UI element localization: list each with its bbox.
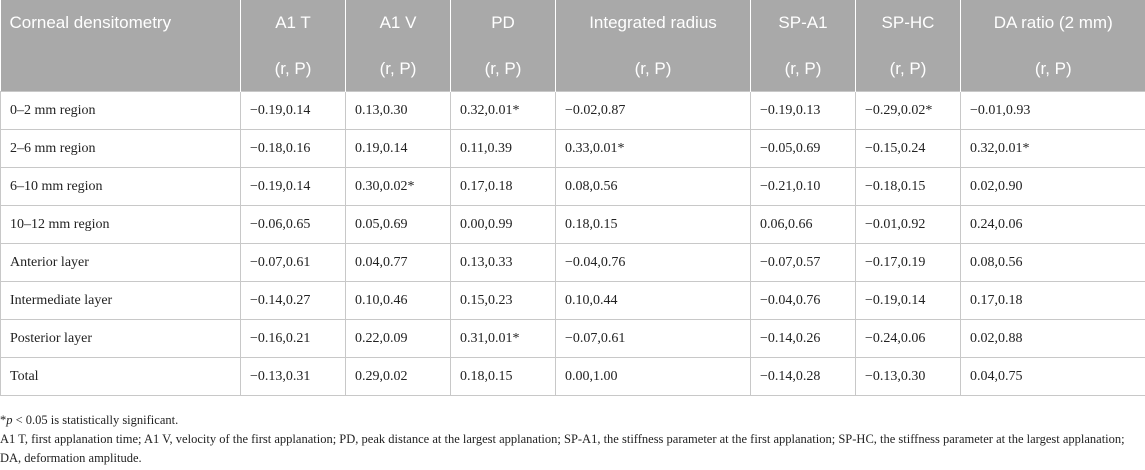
value-cell: 0.31,0.01* [450,319,556,358]
value-cell: 0.33,0.01* [555,129,751,168]
value-cell: −0.15,0.24 [855,129,961,168]
value-cell: 0.04,0.75 [960,357,1145,396]
value-cell: −0.19,0.13 [750,91,856,130]
row-label-cell: 10–12 mm region [0,205,241,244]
value-cell: 0.18,0.15 [555,205,751,244]
value-cell: −0.07,0.57 [750,243,856,282]
subheader-cell: (r, P) [345,46,451,92]
header-cell: A1 V [345,0,451,46]
value-cell: −0.13,0.30 [855,357,961,396]
table-row: 10–12 mm region −0.06,0.65 0.05,0.69 0.00,0… [0,205,1145,244]
subheader-cell: (r, P) [555,46,751,92]
value-cell: 0.30,0.02* [345,167,451,206]
header-cell: A1 T [240,0,346,46]
correlation-table: Corneal densitometry A1 T A1 V PD Integr… [0,0,1145,396]
subheader-cell [0,46,241,92]
subheader-cell: (r, P) [750,46,856,92]
header-cell: SP-HC [855,0,961,46]
header-row: Corneal densitometry A1 T A1 V PD Integr… [0,0,1145,46]
value-cell: 0.29,0.02 [345,357,451,396]
value-cell: −0.14,0.28 [750,357,856,396]
table-row: Intermediate layer −0.14,0.27 0.10,0.46 0.1… [0,281,1145,320]
value-cell: 0.00,1.00 [555,357,751,396]
table-body: 0–2 mm region −0.19,0.14 0.13,0.30 0.32,0.0… [0,91,1145,396]
row-label-cell: 6–10 mm region [0,167,241,206]
abbreviations-note: A1 T, first applanation time; A1 V, velo… [0,432,1125,465]
value-cell: 0.05,0.69 [345,205,451,244]
value-cell: 0.17,0.18 [450,167,556,206]
header-cell: PD [450,0,556,46]
subheader-cell: (r, P) [450,46,556,92]
value-cell: −0.07,0.61 [240,243,346,282]
value-cell: 0.02,0.90 [960,167,1145,206]
value-cell: −0.18,0.15 [855,167,961,206]
significance-note: *p < 0.05 is statistically significant. [0,411,1140,430]
value-cell: 0.02,0.88 [960,319,1145,358]
value-cell: 0.15,0.23 [450,281,556,320]
significance-asterisk: * [0,413,7,427]
value-cell: −0.01,0.93 [960,91,1145,130]
value-cell: −0.18,0.16 [240,129,346,168]
value-cell: 0.18,0.15 [450,357,556,396]
table-row: Anterior layer −0.07,0.61 0.04,0.77 0.13,0.… [0,243,1145,282]
row-label-cell: 2–6 mm region [0,129,241,168]
significance-p: p [6,413,13,427]
value-cell: −0.21,0.10 [750,167,856,206]
value-cell: 0.22,0.09 [345,319,451,358]
value-cell: 0.32,0.01* [450,91,556,130]
value-cell: 0.06,0.66 [750,205,856,244]
value-cell: 0.13,0.30 [345,91,451,130]
table-row: 6–10 mm region −0.19,0.14 0.30,0.02* 0.17,0… [0,167,1145,206]
value-cell: 0.17,0.18 [960,281,1145,320]
value-cell: −0.14,0.27 [240,281,346,320]
row-label-cell: 0–2 mm region [0,91,241,130]
subheader-cell: (r, P) [960,46,1145,92]
table-footnotes: *p < 0.05 is statistically significant. … [0,411,1140,468]
value-cell: 0.10,0.46 [345,281,451,320]
value-cell: 0.11,0.39 [450,129,556,168]
subheader-cell: (r, P) [855,46,961,92]
value-cell: 0.08,0.56 [960,243,1145,282]
subheader-cell: (r, P) [240,46,346,92]
value-cell: −0.19,0.14 [240,91,346,130]
table-row: 0–2 mm region −0.19,0.14 0.13,0.30 0.32,0.0… [0,91,1145,130]
value-cell: −0.05,0.69 [750,129,856,168]
value-cell: −0.29,0.02* [855,91,961,130]
value-cell: 0.19,0.14 [345,129,451,168]
value-cell: 0.10,0.44 [555,281,751,320]
row-label-cell: Anterior layer [0,243,241,282]
value-cell: −0.19,0.14 [240,167,346,206]
value-cell: 0.24,0.06 [960,205,1145,244]
value-cell: −0.19,0.14 [855,281,961,320]
row-label-cell: Total [0,357,241,396]
table-row: Total −0.13,0.31 0.29,0.02 0.18,0.15 0.00,1.… [0,357,1145,396]
value-cell: 0.32,0.01* [960,129,1145,168]
table-row: Posterior layer −0.16,0.21 0.22,0.09 0.31,0… [0,319,1145,358]
value-cell: −0.16,0.21 [240,319,346,358]
subheader-row: (r, P) (r, P) (r, P) (r, P) (r, P) (r, P… [0,46,1145,92]
header-cell: DA ratio (2 mm) [960,0,1145,46]
table-header: Corneal densitometry A1 T A1 V PD Integr… [0,0,1145,92]
value-cell: 0.08,0.56 [555,167,751,206]
table-row: 2–6 mm region −0.18,0.16 0.19,0.14 0.11,0.3… [0,129,1145,168]
value-cell: −0.13,0.31 [240,357,346,396]
value-cell: 0.00,0.99 [450,205,556,244]
significance-text: < 0.05 is statistically significant. [12,413,179,427]
value-cell: −0.07,0.61 [555,319,751,358]
value-cell: −0.04,0.76 [555,243,751,282]
value-cell: −0.04,0.76 [750,281,856,320]
value-cell: 0.04,0.77 [345,243,451,282]
value-cell: −0.06,0.65 [240,205,346,244]
value-cell: −0.14,0.26 [750,319,856,358]
value-cell: 0.13,0.33 [450,243,556,282]
header-cell: SP-A1 [750,0,856,46]
header-cell: Integrated radius [555,0,751,46]
row-label-cell: Intermediate layer [0,281,241,320]
value-cell: −0.02,0.87 [555,91,751,130]
value-cell: −0.24,0.06 [855,319,961,358]
value-cell: −0.01,0.92 [855,205,961,244]
row-label-cell: Posterior layer [0,319,241,358]
value-cell: −0.17,0.19 [855,243,961,282]
header-cell: Corneal densitometry [0,0,241,46]
